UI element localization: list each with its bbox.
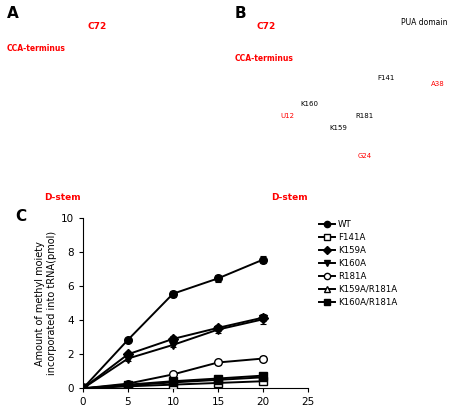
Text: C72: C72 (256, 22, 276, 31)
Text: A: A (7, 6, 18, 21)
Text: CCA-terminus: CCA-terminus (7, 44, 66, 53)
Text: A38: A38 (430, 81, 444, 87)
Y-axis label: Amount of methyl moiety
incorporated into tRNA(pmol): Amount of methyl moiety incorporated int… (35, 231, 56, 375)
Text: K160: K160 (300, 101, 318, 107)
Text: G24: G24 (358, 153, 372, 159)
Legend: WT, F141A, K159A, K160A, R181A, K159A/R181A, K160A/R181A: WT, F141A, K159A, K160A, R181A, K159A/R1… (319, 220, 397, 307)
Text: F141: F141 (377, 75, 395, 81)
Text: R181: R181 (356, 113, 374, 119)
Text: C: C (15, 209, 27, 224)
Text: PUA domain: PUA domain (401, 18, 448, 27)
Text: C72: C72 (88, 22, 107, 31)
Text: K159: K159 (329, 125, 347, 131)
Text: B: B (235, 6, 246, 21)
Text: CCA-terminus: CCA-terminus (235, 55, 293, 63)
Text: D-stem: D-stem (44, 194, 81, 202)
Text: D-stem: D-stem (271, 194, 308, 202)
Text: U12: U12 (281, 113, 295, 119)
